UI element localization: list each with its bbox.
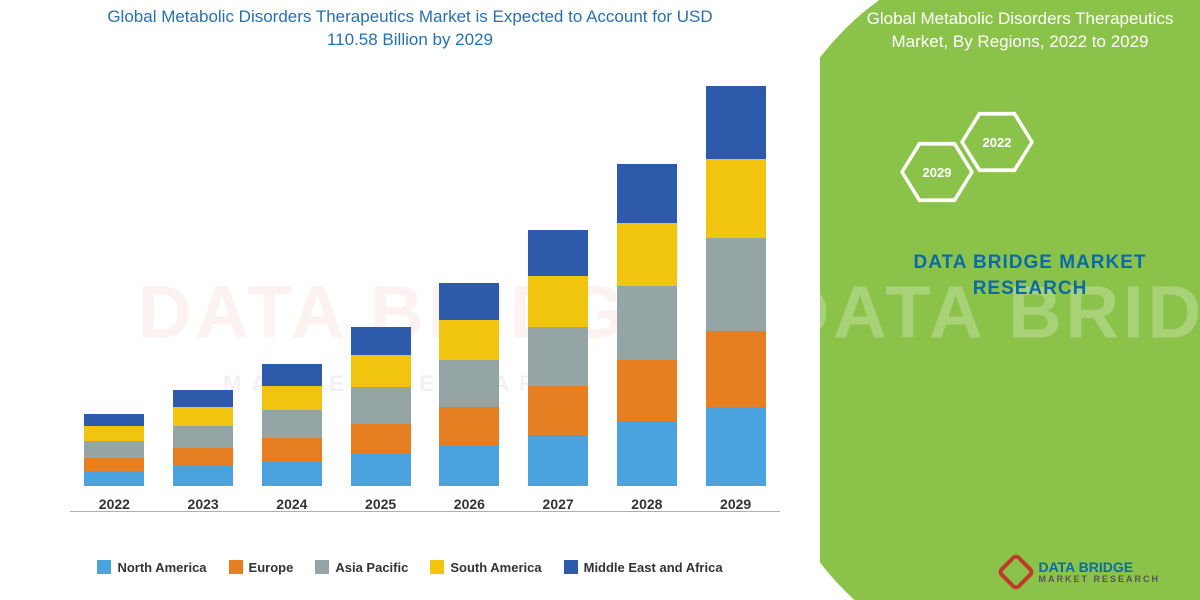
bar-stack (351, 327, 411, 486)
x-axis-label: 2028 (631, 496, 662, 512)
bar-column: 2028 (612, 164, 682, 512)
bar-segment (173, 407, 233, 427)
x-axis-label: 2027 (543, 496, 574, 512)
bar-segment (617, 223, 677, 286)
side-panel-title: Global Metabolic Disorders Therapeutics … (860, 8, 1180, 54)
hex-2029-label: 2029 (904, 144, 970, 200)
legend-label: Asia Pacific (335, 560, 408, 575)
bar-stack (262, 364, 322, 486)
legend-swatch-icon (315, 560, 329, 574)
hex-2022-label: 2022 (964, 114, 1030, 170)
logo-name: DATA BRIDGE (1038, 559, 1133, 575)
legend-item: South America (430, 560, 541, 575)
bar-segment (617, 286, 677, 360)
bar-segment (617, 360, 677, 421)
bar-segment (706, 331, 766, 407)
bar-segment (528, 327, 588, 386)
x-axis-label: 2025 (365, 496, 396, 512)
legend-item: North America (97, 560, 206, 575)
bar-segment (706, 86, 766, 159)
bar-segment (173, 466, 233, 486)
page-root: Global Metabolic Disorders Therapeutics … (0, 0, 1200, 600)
bar-segment (528, 276, 588, 327)
side-panel: DATA BRIDGE Global Metabolic Disorders T… (820, 0, 1200, 600)
chart-title: Global Metabolic Disorders Therapeutics … (20, 0, 800, 52)
bar-segment (351, 327, 411, 355)
bar-stack (617, 164, 677, 486)
bar-segment (439, 360, 499, 406)
bar-segment (262, 462, 322, 486)
bar-segment (439, 283, 499, 320)
legend-label: South America (450, 560, 541, 575)
bar-segment (84, 441, 144, 458)
bars-container: 2022 2023 2024 2025 2026 2027 2028 2029 (70, 82, 780, 512)
bar-stack (173, 390, 233, 486)
bar-segment (439, 446, 499, 486)
bar-segment (173, 448, 233, 466)
bar-stack (706, 86, 766, 486)
bar-segment (351, 424, 411, 454)
bar-segment (84, 471, 144, 486)
x-axis-label: 2029 (720, 496, 751, 512)
brand-text: DATA BRIDGE MARKET RESEARCH (890, 250, 1170, 301)
bar-column: 2029 (701, 86, 771, 512)
bar-segment (617, 421, 677, 486)
hex-2029: 2029 (900, 140, 974, 204)
bar-segment (528, 230, 588, 276)
bar-column: 2027 (523, 230, 593, 512)
legend: North America Europe Asia Pacific South Ame… (20, 560, 800, 575)
footer-logo: DATA BRIDGE MARKET RESEARCH (1002, 558, 1160, 586)
logo-mark-icon (1002, 558, 1030, 586)
bar-column: 2026 (434, 283, 504, 511)
bar-segment (351, 355, 411, 387)
bar-column: 2022 (79, 414, 149, 512)
x-axis-label: 2023 (188, 496, 219, 512)
bar-segment (351, 454, 411, 486)
bar-stack (439, 283, 499, 485)
legend-label: Europe (249, 560, 294, 575)
bar-column: 2023 (168, 390, 238, 512)
bar-segment (262, 410, 322, 438)
x-axis-label: 2024 (276, 496, 307, 512)
bar-stack (528, 230, 588, 486)
legend-item: Europe (229, 560, 294, 575)
bar-segment (439, 407, 499, 446)
legend-label: Middle East and Africa (584, 560, 723, 575)
legend-item: Middle East and Africa (564, 560, 723, 575)
x-axis-label: 2022 (99, 496, 130, 512)
bar-segment (84, 458, 144, 471)
hex-group: 2029 2022 (900, 110, 1060, 230)
bar-segment (706, 238, 766, 331)
legend-item: Asia Pacific (315, 560, 408, 575)
bar-column: 2025 (346, 327, 416, 512)
logo-text: DATA BRIDGE MARKET RESEARCH (1038, 560, 1160, 584)
bar-segment (84, 414, 144, 426)
bar-segment (528, 386, 588, 435)
bar-segment (262, 364, 322, 386)
chart-area: 2022 2023 2024 2025 2026 2027 2028 2029 (20, 82, 800, 542)
legend-swatch-icon (430, 560, 444, 574)
bar-segment (351, 387, 411, 424)
chart-panel: Global Metabolic Disorders Therapeutics … (0, 0, 820, 600)
logo-tag: MARKET RESEARCH (1038, 575, 1160, 584)
bar-segment (706, 159, 766, 238)
bar-segment (706, 407, 766, 486)
bar-segment (262, 386, 322, 410)
bar-stack (84, 414, 144, 486)
legend-label: North America (117, 560, 206, 575)
bar-segment (84, 426, 144, 441)
legend-swatch-icon (564, 560, 578, 574)
legend-swatch-icon (229, 560, 243, 574)
bar-column: 2024 (257, 364, 327, 512)
bar-segment (262, 438, 322, 461)
bar-segment (528, 435, 588, 486)
bar-segment (439, 320, 499, 360)
bar-segment (173, 390, 233, 407)
x-axis-label: 2026 (454, 496, 485, 512)
hex-2022: 2022 (960, 110, 1034, 174)
bar-segment (617, 164, 677, 223)
bar-segment (173, 426, 233, 448)
legend-swatch-icon (97, 560, 111, 574)
